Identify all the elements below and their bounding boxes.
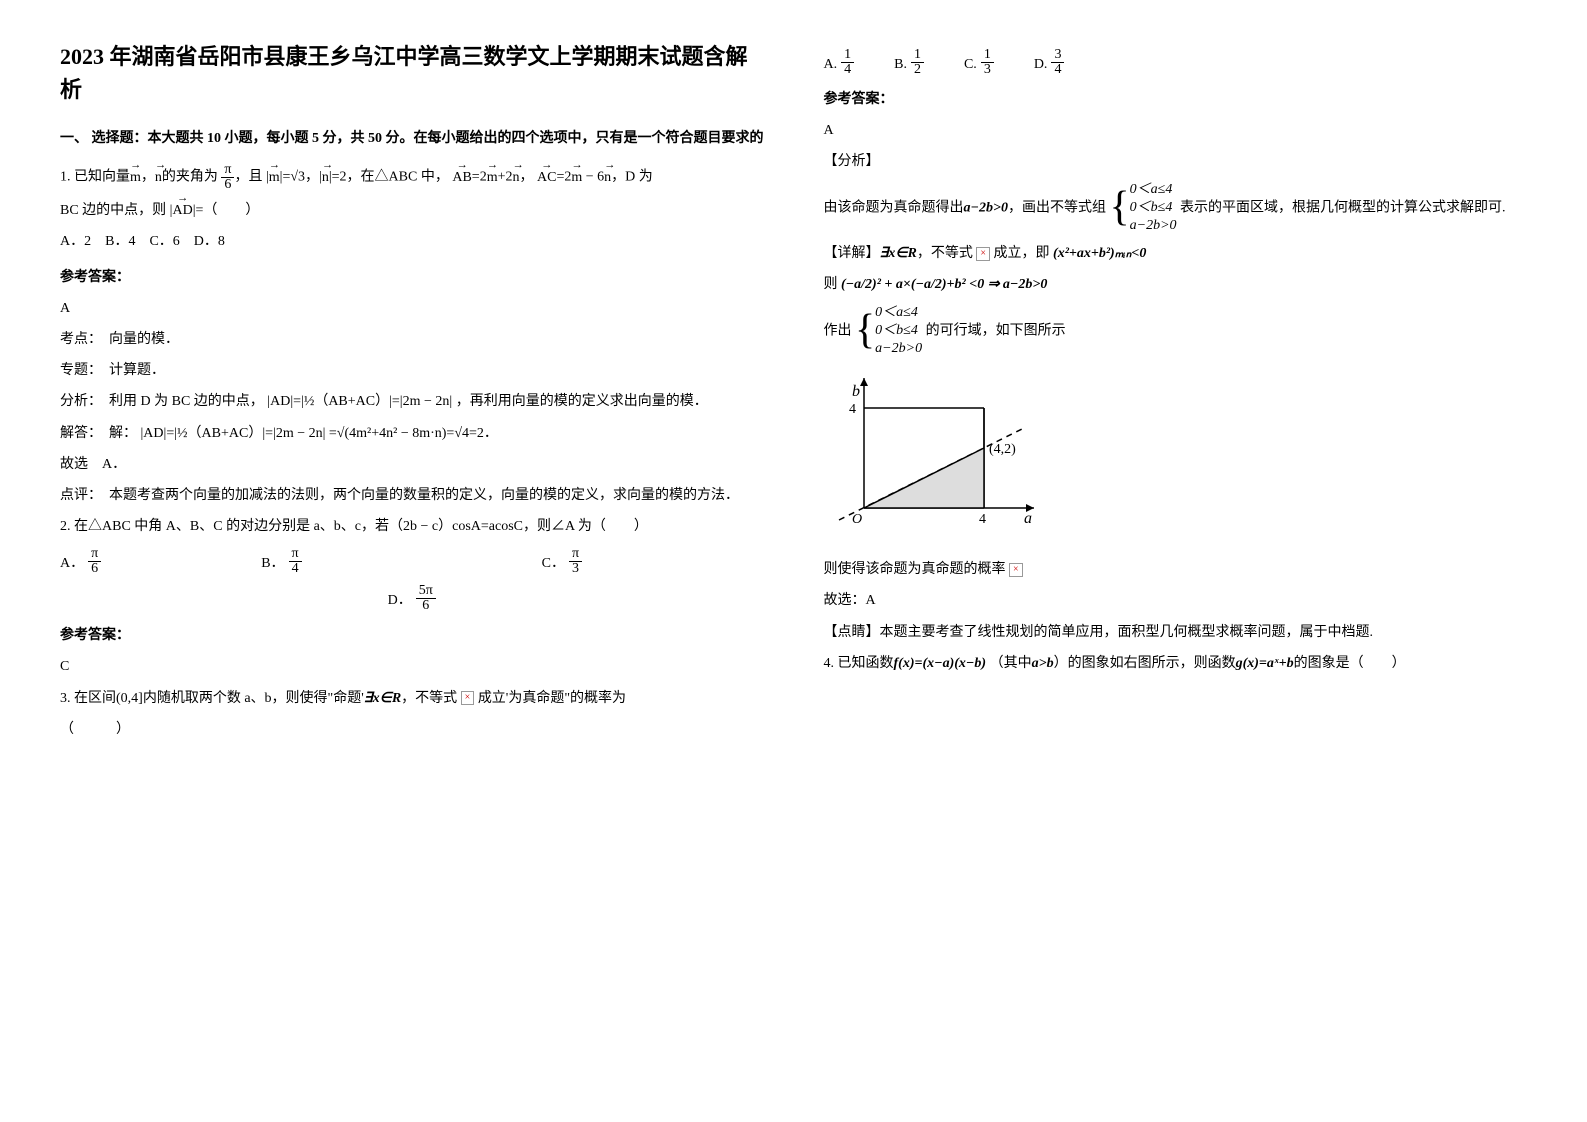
- svg-text:(4,2): (4,2): [989, 442, 1016, 457]
- q3-options: A. 14 B. 12 C. 13 D. 34: [824, 48, 1528, 77]
- missing-image-icon: ×: [976, 247, 990, 261]
- q3-fenxi: 由该命题为真命题得出a−2b>0，画出不等式组 { 0＜a≤4 0＜b≤4 a−…: [824, 181, 1528, 236]
- q1-fenxi: 分析： 利用 D 为 BC 边的中点， |AD|=|½（AB+AC）|=|2m …: [60, 389, 764, 414]
- q2-options-row2: D． 5π6: [60, 584, 764, 613]
- q2-answer-label: 参考答案：: [60, 623, 764, 648]
- q1-jieda-sel: 故选 A．: [60, 452, 764, 477]
- q3-stem: 3. 在区间(0,4]内随机取两个数 a、b，则使得"命题'∃x∈R，不等式 ×…: [60, 686, 764, 711]
- missing-image-icon: ×: [1009, 563, 1023, 577]
- q3-result: 则使得该命题为真命题的概率 ×: [824, 557, 1528, 582]
- q3-paren: （ ）: [60, 717, 764, 742]
- q1-answer-label: 参考答案：: [60, 265, 764, 290]
- svg-text:4: 4: [979, 512, 986, 527]
- svg-text:O: O: [852, 512, 862, 527]
- q1-zhuanti: 专题： 计算题．: [60, 358, 764, 383]
- q2-stem: 2. 在△ABC 中角 A、B、C 的对边分别是 a、b、c，若（2b − c）…: [60, 514, 764, 539]
- q1-stem: 1. 已知向量m，n的夹角为 π6，且 |m|=√3，|n|=2，在△ABC 中…: [60, 163, 764, 192]
- section-1-heading: 一、 选择题：本大题共 10 小题，每小题 5 分，共 50 分。在每小题给出的…: [60, 126, 764, 151]
- q3-fenxi-label: 【分析】: [824, 149, 1528, 174]
- q1-kaodian: 考点： 向量的模．: [60, 327, 764, 352]
- doc-title: 2023 年湖南省岳阳市县康王乡乌江中学高三数学文上学期期末试题含解析: [60, 40, 764, 106]
- q2-answer: C: [60, 654, 764, 679]
- missing-image-icon: ×: [461, 691, 475, 705]
- svg-text:4: 4: [849, 402, 856, 417]
- q1-dianping: 点评： 本题考查两个向量的加减法的法则，两个向量的数量积的定义，向量的模的定义，…: [60, 483, 764, 508]
- q3-answer-label: 参考答案：: [824, 87, 1528, 112]
- svg-text:b: b: [852, 383, 860, 400]
- q3-zuo: 作出 { 0＜a≤4 0＜b≤4 a−2b>0 的可行域，如下图所示: [824, 304, 1528, 359]
- q3-dianjing: 【点睛】本题主要考查了线性规划的简单应用，面积型几何概型求概率问题，属于中档题.: [824, 620, 1528, 645]
- q1-line2: BC 边的中点，则 |AD|=（ ）: [60, 198, 764, 223]
- q3-answer: A: [824, 118, 1528, 143]
- q3-select: 故选：A: [824, 588, 1528, 613]
- right-column: A. 14 B. 12 C. 13 D. 34 参考答案： A 【分析】 由该命…: [824, 40, 1528, 748]
- q1-options: A．2 B．4 C．6 D．8: [60, 229, 764, 254]
- q3-xiangjie: 【详解】∃x∈R，不等式 × 成立，即 (x²+ax+b²)ₘᵢₙ<0: [824, 241, 1528, 266]
- q3-impl: 则 (−a/2)² + a×(−a/2)+b² <0 ⇒ a−2b>0: [824, 272, 1528, 297]
- svg-text:a: a: [1024, 510, 1032, 527]
- q1-answer: A: [60, 296, 764, 321]
- q4-stem: 4. 已知函数f(x)=(x−a)(x−b) （其中a>b）的图象如右图所示，则…: [824, 651, 1528, 676]
- q2-options-row1: A． π6 B． π4 C． π3: [60, 547, 764, 576]
- feasible-region-chart: b a O 4 4 (4,2): [824, 368, 1528, 547]
- q1-jieda: 解答： 解： |AD|=|½（AB+AC）|=|2m − 2n| =√(4m²+…: [60, 421, 764, 446]
- left-column: 2023 年湖南省岳阳市县康王乡乌江中学高三数学文上学期期末试题含解析 一、 选…: [60, 40, 764, 748]
